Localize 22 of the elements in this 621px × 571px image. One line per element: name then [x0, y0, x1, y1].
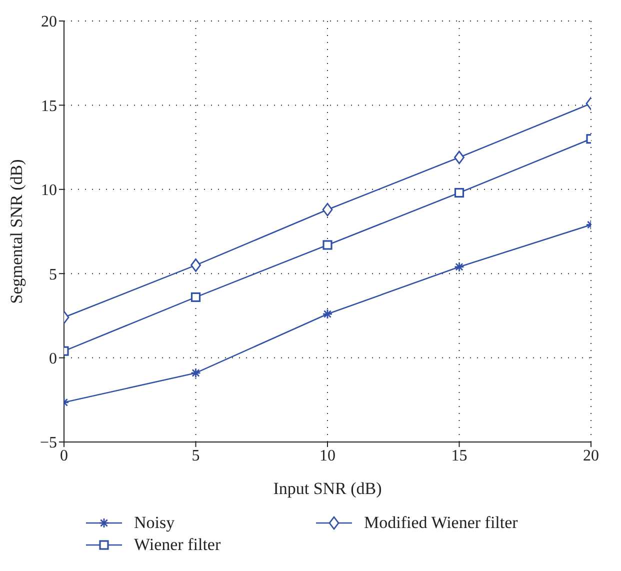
y-tick-label: 10 [41, 182, 57, 200]
x-axis-title: Input SNR (dB) [273, 479, 382, 498]
point [322, 202, 333, 216]
point [322, 240, 332, 250]
x-tick-label: 0 [60, 447, 68, 464]
point [454, 150, 464, 164]
legend-label: Wiener filter [134, 535, 221, 555]
x-tick-label: 15 [451, 447, 468, 464]
y-tick-label: −5 [40, 434, 57, 452]
y-tick-label: 5 [49, 266, 57, 284]
x-tick-label: 5 [192, 447, 200, 464]
x-tick-label: 10 [320, 447, 336, 464]
x-tick-label: 20 [583, 447, 599, 464]
point [454, 188, 464, 198]
y-tick-label: 20 [41, 14, 57, 31]
point [190, 258, 201, 272]
y-tick-label: 15 [41, 98, 57, 115]
legend-label: Noisy [134, 513, 175, 533]
y-axis-title: Segmental SNR (dB) [7, 159, 26, 304]
legend-label: Modified Wiener filter [364, 513, 518, 533]
y-tick-label: 0 [49, 350, 57, 368]
point [190, 292, 201, 302]
